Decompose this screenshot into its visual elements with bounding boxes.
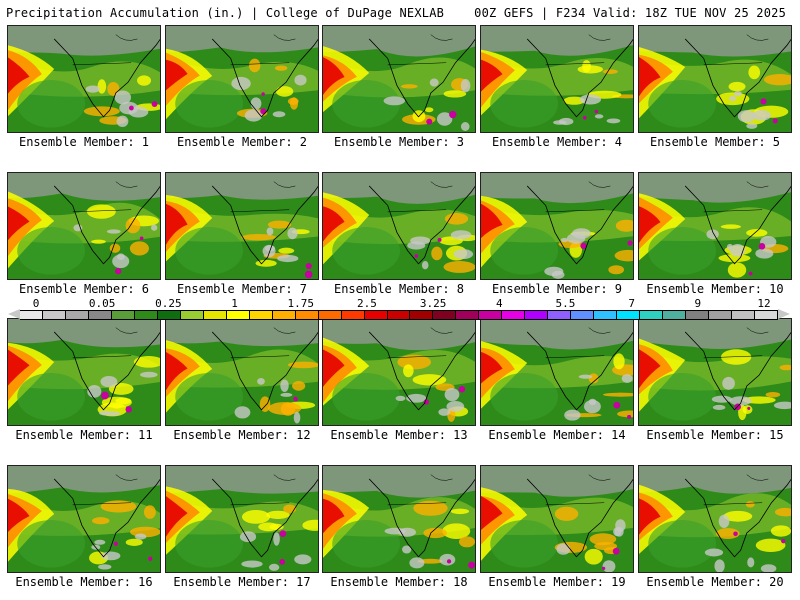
colorbar-swatch — [203, 311, 227, 319]
ensemble-member-label: Ensemble Member: 2 — [176, 135, 308, 149]
ensemble-map-panel — [322, 465, 476, 573]
colorbar-tick-label: 12 — [757, 297, 771, 310]
colorbar-tick-label: 0.05 — [88, 297, 116, 310]
ensemble-map-panel — [638, 25, 792, 133]
ensemble-member-label: Ensemble Member: 5 — [649, 135, 781, 149]
ensemble-map-panel — [165, 318, 319, 426]
ensemble-map-panel — [165, 172, 319, 280]
ensemble-member-label: Ensemble Member: 12 — [173, 428, 311, 442]
colorbar-swatch — [387, 311, 411, 319]
colorbar-tick-label: 2.5 — [356, 297, 377, 310]
colorbar-swatch — [663, 311, 687, 319]
colorbar-swatch — [594, 311, 618, 319]
colorbar-swatch — [548, 311, 572, 319]
colorbar-swatch — [88, 311, 112, 319]
colorbar-swatch — [617, 311, 641, 319]
colorbar-swatch — [226, 311, 250, 319]
ensemble-map-panel — [7, 172, 161, 280]
colorbar-swatch — [410, 311, 434, 319]
ensemble-member-label: Ensemble Member: 1 — [18, 135, 150, 149]
colorbar-swatch — [755, 311, 778, 319]
colorbar-swatch — [180, 311, 204, 319]
ensemble-member-label: Ensemble Member: 6 — [18, 282, 150, 296]
ensemble-member-label: Ensemble Member: 19 — [488, 575, 626, 589]
colorbar-swatch — [640, 311, 664, 319]
colorbar-tick-label: 1 — [231, 297, 238, 310]
colorbar-swatch — [502, 311, 526, 319]
colorbar-swatch — [525, 311, 549, 319]
ensemble-map-panel — [322, 172, 476, 280]
ensemble-member-label: Ensemble Member: 13 — [330, 428, 468, 442]
colorbar-tick-label: 5.5 — [555, 297, 576, 310]
colorbar: 0 0.05 0.25 1 1.75 2.5 3.25 4 5.5 7 9 12 — [6, 297, 794, 323]
ensemble-map-panel — [638, 318, 792, 426]
ensemble-map-panel — [7, 25, 161, 133]
ensemble-member-label: Ensemble Member: 11 — [15, 428, 153, 442]
colorbar-tick-label: 7 — [628, 297, 635, 310]
ensemble-member-label: Ensemble Member: 10 — [646, 282, 784, 296]
colorbar-strip — [20, 310, 778, 320]
ensemble-map-panel — [322, 318, 476, 426]
ensemble-map-panel — [638, 172, 792, 280]
colorbar-swatch — [272, 311, 296, 319]
colorbar-swatch — [433, 311, 457, 319]
ensemble-map-panel — [480, 25, 634, 133]
colorbar-tick-label: 3.25 — [419, 297, 447, 310]
colorbar-swatch — [111, 311, 135, 319]
colorbar-swatch — [295, 311, 319, 319]
colorbar-swatch — [249, 311, 273, 319]
map-title: Precipitation Accumulation (in.) | Colle… — [6, 6, 445, 20]
colorbar-min-arrow — [8, 309, 20, 319]
colorbar-swatch — [456, 311, 480, 319]
colorbar-swatch — [157, 311, 181, 319]
ensemble-map-panel — [480, 172, 634, 280]
colorbar-tick-label: 9 — [694, 297, 702, 310]
colorbar-tick-label: 0.25 — [155, 297, 182, 310]
colorbar-tick-label: 4 — [495, 297, 503, 310]
ensemble-member-label: Ensemble Member: 8 — [333, 282, 465, 296]
colorbar-swatch — [65, 311, 89, 319]
ensemble-map-panel — [165, 25, 319, 133]
ensemble-member-label: Ensemble Member: 14 — [488, 428, 626, 442]
ensemble-member-label: Ensemble Member: 17 — [173, 575, 311, 589]
ensemble-member-label: Ensemble Member: 18 — [330, 575, 468, 589]
run-info: 00Z GEFS | F234 Valid: 18Z TUE NOV 25 20… — [474, 6, 786, 20]
ensemble-member-label: Ensemble Member: 15 — [646, 428, 784, 442]
ensemble-map-panel — [7, 318, 161, 426]
colorbar-swatch — [134, 311, 158, 319]
ensemble-map-panel — [638, 465, 792, 573]
colorbar-swatch — [571, 311, 595, 319]
ensemble-member-label: Ensemble Member: 4 — [491, 135, 623, 149]
colorbar-tick-label: 1.75 — [287, 297, 314, 310]
colorbar-swatch — [732, 311, 755, 319]
ensemble-member-label: Ensemble Member: 20 — [646, 575, 784, 589]
colorbar-swatch — [20, 311, 43, 319]
colorbar-swatch — [42, 311, 66, 319]
ensemble-member-label: Ensemble Member: 3 — [333, 135, 465, 149]
colorbar-tick-label: 0 — [32, 297, 40, 310]
ensemble-member-label: Ensemble Member: 9 — [491, 282, 623, 296]
ensemble-member-label: Ensemble Member: 7 — [176, 282, 308, 296]
colorbar-swatch — [318, 311, 342, 319]
ensemble-map-panel — [322, 25, 476, 133]
colorbar-swatch — [709, 311, 733, 319]
ensemble-map-panel — [165, 465, 319, 573]
ensemble-map-panel — [480, 318, 634, 426]
colorbar-swatch — [341, 311, 365, 319]
colorbar-swatch — [479, 311, 503, 319]
colorbar-max-arrow — [778, 309, 790, 319]
colorbar-swatch — [364, 311, 388, 319]
colorbar-swatch — [686, 311, 710, 319]
ensemble-member-label: Ensemble Member: 16 — [15, 575, 153, 589]
ensemble-map-panel — [480, 465, 634, 573]
ensemble-map-panel — [7, 465, 161, 573]
